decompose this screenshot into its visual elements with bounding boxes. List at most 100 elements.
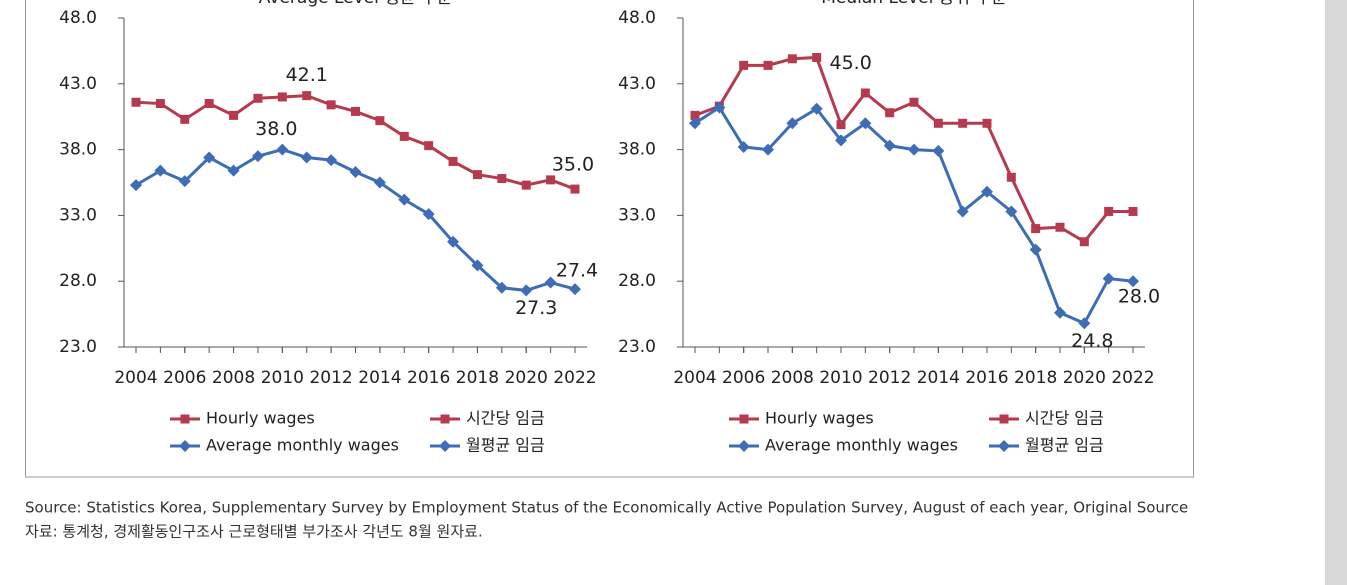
legend-label: 월평균 임금 (1025, 436, 1104, 455)
marker (908, 143, 920, 156)
marker (883, 139, 896, 152)
marker (424, 141, 434, 151)
marker (447, 235, 460, 248)
marker (1055, 222, 1065, 232)
frame (25, 0, 1194, 478)
marker (689, 117, 701, 130)
marker (739, 60, 749, 70)
marker (1104, 206, 1114, 216)
y-tick-label: 33.0 (618, 205, 656, 225)
marker (229, 110, 239, 120)
legend-marker (998, 440, 1010, 452)
marker (398, 193, 411, 206)
x-tick-label: 2006 (163, 368, 206, 388)
x-tick-label: 2004 (673, 368, 716, 388)
marker (932, 144, 945, 157)
marker (737, 140, 750, 153)
value-label: 24.8 (1071, 330, 1113, 352)
y-tick-label: 48.0 (59, 8, 97, 28)
marker (981, 185, 993, 198)
marker (786, 117, 799, 130)
chart-title: Average Level 평균 수준 (259, 0, 452, 8)
legend-marker (999, 414, 1009, 424)
legend-marker (180, 414, 190, 424)
marker (763, 60, 773, 70)
x-tick-label: 2008 (771, 368, 814, 388)
x-tick-label: 2022 (553, 368, 596, 388)
legend-marker (439, 440, 451, 452)
marker (933, 118, 943, 128)
legend-label: 시간당 임금 (466, 409, 545, 428)
y-tick-label: 28.0 (59, 271, 97, 291)
marker (812, 52, 822, 62)
source-en: Source: Statistics Korea, Supplementary … (25, 499, 1188, 517)
y-tick-label: 23.0 (618, 337, 656, 357)
marker (1031, 224, 1041, 234)
y-tick-label: 33.0 (59, 205, 97, 225)
marker (326, 100, 336, 110)
x-tick-label: 2016 (407, 368, 450, 388)
x-tick-label: 2010 (819, 368, 862, 388)
marker (546, 175, 556, 185)
x-tick-label: 2008 (212, 368, 255, 388)
x-tick-label: 2010 (261, 368, 304, 388)
marker (762, 143, 774, 156)
marker (471, 259, 484, 272)
x-tick-label: 2018 (456, 368, 499, 388)
marker (155, 99, 165, 109)
marker (1054, 306, 1066, 319)
x-tick-label: 2018 (1014, 368, 1057, 388)
x-tick-label: 2012 (309, 368, 352, 388)
marker (956, 205, 969, 218)
y-tick-label: 38.0 (59, 140, 97, 160)
marker (1078, 317, 1091, 330)
marker (422, 208, 435, 221)
marker (859, 117, 872, 130)
marker (300, 151, 313, 164)
marker (154, 164, 167, 177)
y-tick-label: 28.0 (618, 271, 656, 291)
marker (227, 164, 240, 177)
legend-label: Hourly wages (765, 409, 874, 428)
x-tick-label: 2014 (917, 368, 960, 388)
marker (375, 116, 385, 126)
x-tick-label: 2022 (1111, 368, 1154, 388)
x-tick-label: 2020 (505, 368, 548, 388)
legend-label: Average monthly wages (765, 436, 958, 455)
marker (302, 91, 312, 101)
x-tick-label: 2006 (722, 368, 765, 388)
x-tick-label: 2014 (358, 368, 401, 388)
marker (1127, 275, 1139, 288)
marker (325, 154, 338, 167)
y-tick-label: 48.0 (618, 8, 656, 28)
legend-marker (738, 440, 750, 452)
marker (521, 180, 531, 190)
marker (1005, 205, 1018, 218)
marker (178, 175, 191, 188)
legend-label: 시간당 임금 (1025, 409, 1104, 428)
value-label: 42.1 (286, 64, 328, 86)
y-tick-label: 23.0 (59, 337, 97, 357)
marker (520, 284, 533, 297)
marker (1102, 272, 1115, 285)
marker (399, 131, 409, 141)
marker (276, 143, 289, 156)
legend-label: Hourly wages (206, 409, 315, 428)
marker (351, 106, 360, 116)
marker (958, 118, 968, 128)
value-label: 35.0 (552, 154, 594, 176)
value-label: 28.0 (1118, 286, 1160, 308)
marker (570, 184, 580, 194)
value-label: 27.3 (515, 297, 557, 319)
marker (130, 179, 142, 192)
marker (497, 174, 507, 184)
marker (495, 281, 508, 294)
marker (204, 99, 214, 109)
marker (909, 97, 919, 107)
y-tick-label: 38.0 (618, 140, 656, 160)
marker (569, 283, 581, 296)
marker (544, 276, 557, 289)
chart-title: Median Level 중위 수준 (821, 0, 1006, 8)
source-ko: 자료: 통계청, 경제활동인구조사 근로형태별 부가조사 각년도 8월 원자료. (25, 523, 483, 541)
